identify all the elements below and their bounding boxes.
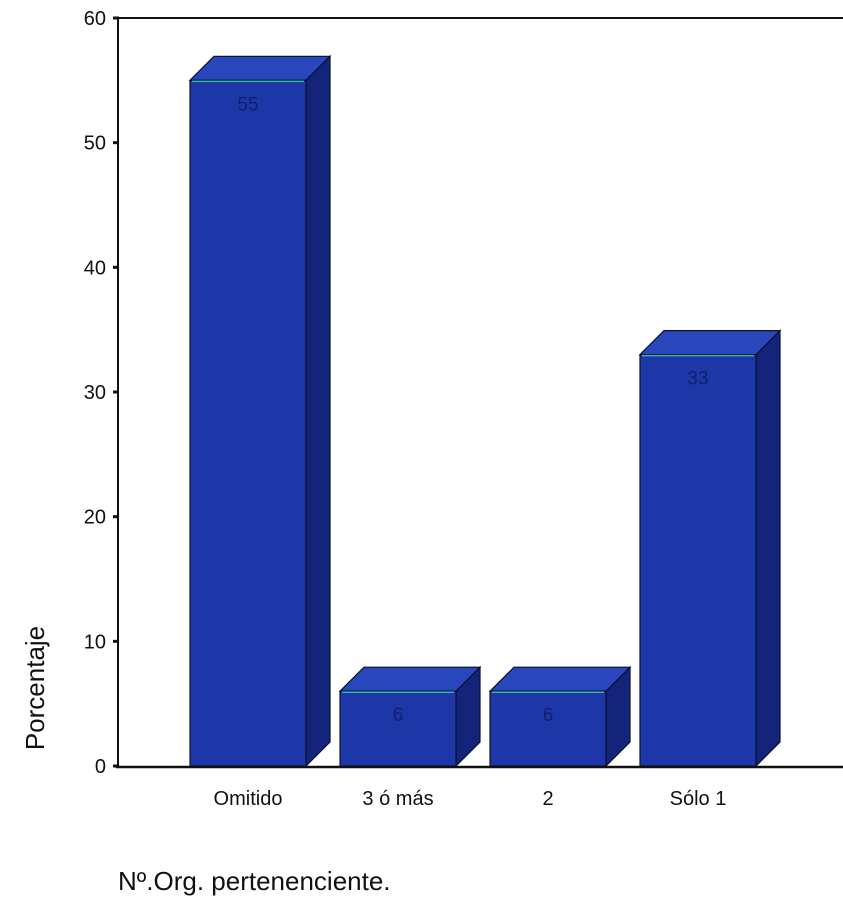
x-axis-title: Nº.Org. pertenenciente. bbox=[118, 866, 391, 896]
y-tick-label: 50 bbox=[84, 133, 106, 155]
y-tick-label: 30 bbox=[84, 382, 106, 404]
bars: 55 6 6 33 bbox=[188, 54, 782, 768]
bar-top bbox=[638, 330, 782, 356]
bar: 33 bbox=[638, 329, 782, 768]
x-tick-label: Omitido bbox=[214, 788, 283, 810]
bar-data-label: 6 bbox=[393, 705, 404, 726]
bar-top bbox=[338, 666, 482, 692]
y-tick-label: 60 bbox=[84, 8, 106, 30]
bar: 6 bbox=[488, 665, 632, 768]
x-axis: Omitido 3 ó más 2 Sólo 1 bbox=[116, 765, 843, 810]
bar-top bbox=[488, 666, 632, 692]
x-tick-label: 3 ó más bbox=[362, 788, 433, 810]
bar-data-label: 33 bbox=[687, 369, 708, 390]
bar-data-label: 55 bbox=[237, 94, 258, 115]
x-tick-label: Sólo 1 bbox=[670, 788, 727, 810]
x-tick-label: 2 bbox=[542, 788, 553, 810]
y-axis-title: Porcentaje bbox=[20, 626, 50, 750]
y-tick-label: 20 bbox=[84, 507, 106, 529]
bar: 55 bbox=[188, 54, 332, 768]
bar-data-label: 6 bbox=[543, 705, 554, 726]
y-tick-label: 10 bbox=[84, 631, 106, 653]
bar-front bbox=[639, 354, 757, 767]
y-tick-label: 40 bbox=[84, 257, 106, 279]
y-axis: 0 10 20 30 40 50 60 bbox=[84, 8, 119, 778]
bar-front bbox=[339, 690, 457, 767]
bar-front bbox=[189, 79, 307, 767]
bar-top bbox=[188, 55, 332, 81]
bar-front bbox=[489, 690, 607, 767]
bar: 6 bbox=[338, 665, 482, 768]
bar-side bbox=[755, 329, 781, 768]
bar-side bbox=[305, 54, 331, 768]
y-tick-label: 0 bbox=[95, 756, 106, 778]
